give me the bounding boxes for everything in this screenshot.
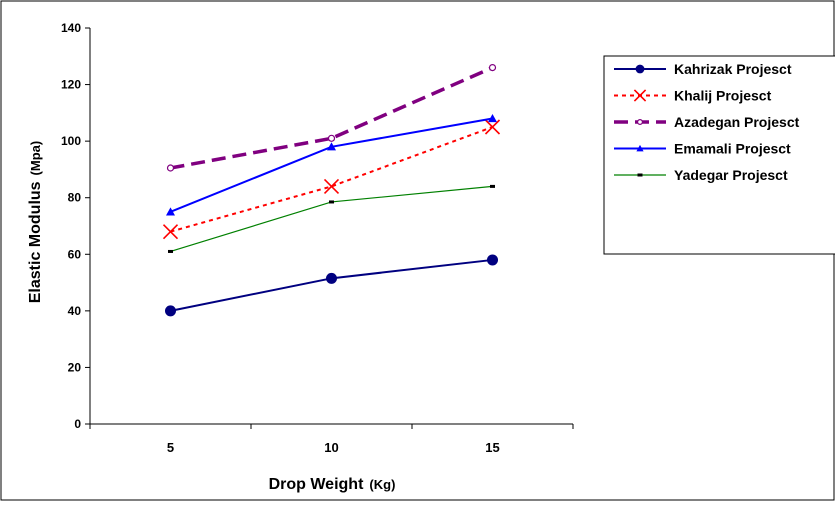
y-tick-label: 60 xyxy=(68,247,82,261)
series-1 xyxy=(162,119,501,240)
data-point xyxy=(488,114,497,123)
legend-label: Azadegan Projesct xyxy=(674,114,800,130)
data-point xyxy=(168,249,173,253)
legend: Kahrizak Projesct Khalij Projesct Azadegan… xyxy=(603,55,835,255)
data-point xyxy=(326,272,337,284)
data-point xyxy=(636,118,643,125)
x-tick-label: 15 xyxy=(485,440,499,455)
y-tick-label: 120 xyxy=(61,78,81,92)
data-point xyxy=(635,64,645,74)
data-point xyxy=(490,184,495,188)
legend-label: Khalij Projesct xyxy=(674,88,772,104)
data-point-stroke xyxy=(633,89,647,102)
y-tick-label: 40 xyxy=(68,304,82,318)
legend-label: Kahrizak Projesct xyxy=(674,61,792,77)
legend-box xyxy=(603,55,835,255)
legend-label: Emamali Projesct xyxy=(674,141,791,157)
data-point xyxy=(329,200,334,204)
data-point xyxy=(165,305,176,317)
series-line xyxy=(170,65,494,170)
data-point xyxy=(488,63,497,72)
y-tick-label: 140 xyxy=(61,21,81,35)
data-point xyxy=(166,164,175,172)
data-point xyxy=(327,142,336,151)
y-tick-label: 80 xyxy=(68,191,82,205)
data-point xyxy=(323,178,340,194)
series-4 xyxy=(168,184,495,253)
data-point xyxy=(484,119,501,135)
x-tick-label: 10 xyxy=(324,440,338,455)
y-axis-title: Elastic Modulus(Mpa) xyxy=(27,141,44,303)
data-point xyxy=(637,173,643,177)
data-point xyxy=(166,207,175,216)
y-tick-label: 20 xyxy=(68,360,82,374)
x-axis-title: Drop Weight (Kg) xyxy=(269,476,396,493)
data-point xyxy=(633,89,647,102)
y-tick-label: 100 xyxy=(61,134,81,148)
x-tick-label: 5 xyxy=(167,440,174,455)
legend-label: Yadegar Projesct xyxy=(674,167,788,183)
data-point xyxy=(636,144,644,152)
series-line xyxy=(170,126,493,233)
data-point xyxy=(162,224,179,240)
data-point-stroke xyxy=(484,119,501,135)
series-0 xyxy=(165,254,498,317)
data-point xyxy=(487,254,498,266)
data-point xyxy=(327,134,336,142)
data-point-stroke xyxy=(162,224,179,240)
series-2 xyxy=(166,63,497,172)
series-3 xyxy=(166,114,497,216)
y-tick-label: 0 xyxy=(74,417,81,431)
data-point-stroke xyxy=(323,178,340,194)
